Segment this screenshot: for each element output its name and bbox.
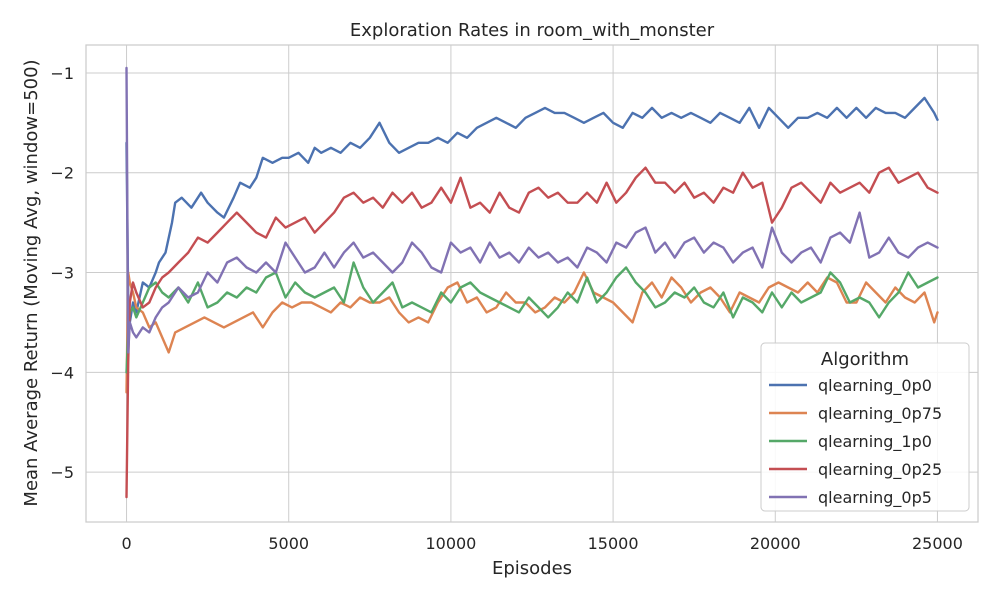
series-line-qlearning_0p0 [125,96,939,324]
y-tick-label: −3 [50,264,74,283]
y-tick-label: −5 [50,463,74,482]
y-tick-label: −1 [50,64,74,83]
x-tick-label: 0 [121,534,131,553]
plot-frame [85,44,979,523]
series-line-qlearning_0p75 [125,271,939,394]
x-tick-label: 25000 [912,534,963,553]
legend: Algorithm qlearning_0p0 qlearning_0p75qle… [760,342,970,512]
y-axis-label: Mean Average Return (Moving Avg, window=… [21,59,42,506]
legend-label-qlearning_0p0: qlearning_0p0 [818,376,932,396]
x-tick-label: 15000 [588,534,639,553]
y-tick-label: −2 [50,164,74,183]
x-tick-label: 20000 [750,534,801,553]
legend-title: Algorithm [821,349,909,370]
x-tick-label: 5000 [268,534,309,553]
legend-label-qlearning_0p75: qlearning_0p75 [818,404,942,424]
series-layer [125,66,939,499]
x-tick-label: 10000 [425,534,476,553]
legend-box [760,342,970,512]
ticks: 0 5000 10000 15000 20000 25000 −5 −4 −3 −2 −1 [50,64,963,553]
series-line-qlearning_1p0 [125,261,939,374]
legend-label-qlearning_0p5: qlearning_0p5 [818,488,932,508]
chart-title: Exploration Rates in room_with_monster [350,20,715,41]
y-tick-label: −4 [50,363,74,382]
series-line-qlearning_0p5 [125,66,939,354]
series-line-qlearning_0p25 [125,166,939,499]
legend-label-qlearning_1p0: qlearning_1p0 [818,432,932,452]
legend-label-qlearning_0p25: qlearning_0p25 [818,460,942,480]
x-axis-label: Episodes [492,558,572,579]
